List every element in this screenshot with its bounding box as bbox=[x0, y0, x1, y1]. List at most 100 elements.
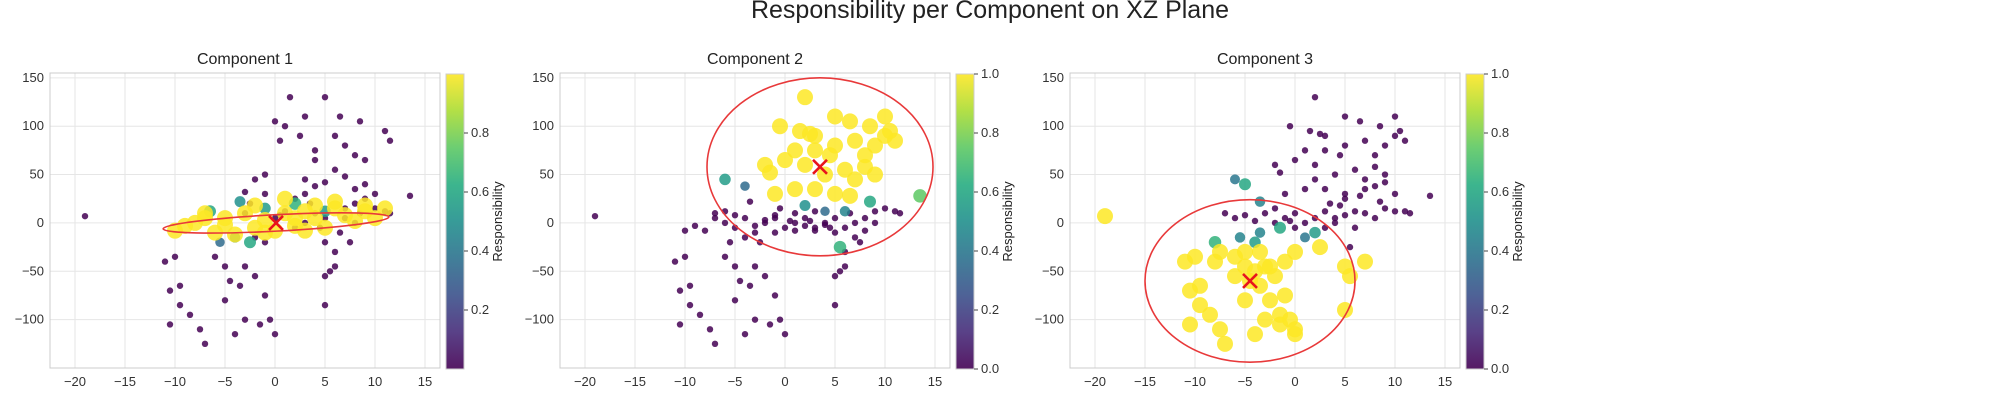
x-tick-label: −5 bbox=[1238, 374, 1253, 389]
data-point-low bbox=[1321, 185, 1329, 193]
data-point-low bbox=[1241, 211, 1249, 219]
colorbar-tick-label: 0.8 bbox=[981, 125, 999, 140]
data-point-low bbox=[1361, 137, 1369, 144]
data-point-low bbox=[211, 253, 219, 260]
data-point-high bbox=[327, 193, 343, 210]
colorbar-tick-label: 0.6 bbox=[1491, 184, 1509, 199]
data-point-high bbox=[827, 185, 843, 202]
colorbar-tick-label: 0.4 bbox=[471, 243, 489, 258]
data-point-low bbox=[861, 214, 869, 222]
chart-title: Component 2 bbox=[707, 51, 803, 68]
data-point-high bbox=[307, 197, 323, 214]
data-point-low bbox=[741, 234, 749, 241]
mean-marker bbox=[268, 214, 284, 231]
data-point-low bbox=[261, 292, 269, 299]
data-point-low bbox=[1371, 163, 1379, 171]
data-point-low bbox=[261, 171, 269, 178]
y-tick-label: 150 bbox=[532, 70, 554, 85]
data-point-low bbox=[356, 118, 364, 125]
data-point-low bbox=[1376, 198, 1384, 205]
data-point-high bbox=[842, 113, 858, 130]
x-tick-label: −5 bbox=[728, 374, 743, 389]
data-point-low bbox=[841, 263, 849, 270]
colorbar-tick-label: 0.8 bbox=[471, 125, 489, 140]
data-point-high bbox=[1277, 253, 1293, 270]
data-point-low bbox=[711, 214, 719, 222]
data-point-low bbox=[271, 118, 279, 125]
x-tick-label: 0 bbox=[781, 374, 788, 389]
colorbar-tick-label: 0.0 bbox=[1491, 361, 1509, 376]
covariance-ellipse bbox=[162, 211, 390, 234]
data-point-mid bbox=[1274, 221, 1286, 234]
mean-marker-stroke bbox=[812, 158, 828, 175]
data-point-high bbox=[857, 147, 873, 164]
data-point-high bbox=[827, 108, 843, 125]
data-point-low bbox=[1401, 208, 1409, 215]
colorbar-tick-label: 1.0 bbox=[981, 66, 999, 81]
data-point-high bbox=[177, 217, 193, 234]
data-point-low bbox=[801, 222, 809, 230]
y-tick-label: −100 bbox=[15, 312, 44, 327]
data-point-low bbox=[311, 147, 319, 154]
data-point-low bbox=[1286, 217, 1294, 225]
data-point-high bbox=[807, 142, 823, 159]
data-point-low bbox=[371, 205, 379, 212]
data-point-low bbox=[686, 282, 694, 289]
data-point-low bbox=[591, 212, 599, 220]
data-point-low bbox=[751, 229, 759, 236]
data-point-high bbox=[767, 185, 783, 202]
x-tick-label: 10 bbox=[1388, 374, 1402, 389]
y-tick-label: 0 bbox=[547, 215, 554, 230]
data-point-mid bbox=[1239, 178, 1251, 191]
data-point-high bbox=[377, 200, 393, 217]
x-tick-label: −10 bbox=[1184, 374, 1206, 389]
data-point-high bbox=[227, 226, 243, 243]
data-point-low bbox=[776, 205, 784, 212]
data-point-low bbox=[1341, 195, 1349, 202]
data-point-high bbox=[1097, 208, 1113, 225]
data-point-low bbox=[681, 253, 689, 260]
x-tick-label: −10 bbox=[164, 374, 186, 389]
data-point-low bbox=[1341, 113, 1349, 120]
data-point-low bbox=[236, 282, 244, 289]
mean-marker-stroke bbox=[268, 214, 284, 231]
data-point-low bbox=[1336, 152, 1344, 159]
y-tick-label: 100 bbox=[22, 118, 44, 133]
data-point-low bbox=[241, 188, 249, 196]
data-point-mid bbox=[913, 189, 927, 203]
data-point-low bbox=[771, 211, 779, 219]
chart-title: Component 1 bbox=[197, 51, 293, 68]
data-point-low bbox=[256, 321, 264, 328]
data-point-high bbox=[1257, 311, 1273, 328]
data-point-low bbox=[1321, 147, 1329, 154]
data-point-low bbox=[1426, 192, 1434, 200]
data-point-low bbox=[836, 268, 844, 275]
data-point-low bbox=[1311, 176, 1319, 183]
colorbar-tick-label: 0.4 bbox=[1491, 243, 1509, 258]
data-point-low bbox=[1396, 127, 1404, 135]
data-point-low bbox=[81, 212, 89, 220]
data-point-high bbox=[1287, 243, 1303, 260]
data-point-low bbox=[1346, 243, 1354, 251]
data-point-low bbox=[1341, 190, 1349, 198]
data-point-low bbox=[171, 253, 179, 260]
data-point-low bbox=[691, 222, 699, 230]
x-tick-label: 10 bbox=[878, 374, 892, 389]
data-point-high bbox=[772, 118, 788, 135]
x-tick-label: −20 bbox=[574, 374, 596, 389]
data-point-low bbox=[176, 282, 184, 289]
data-point-mid bbox=[244, 236, 256, 249]
data-point-low bbox=[706, 326, 714, 333]
mean-marker bbox=[812, 158, 828, 175]
data-point-low bbox=[811, 227, 819, 234]
colorbar-label: Responsibility bbox=[1510, 181, 1525, 262]
data-point-low bbox=[386, 137, 394, 144]
data-point-low bbox=[201, 340, 209, 348]
data-point-low bbox=[1306, 127, 1314, 135]
data-point-mid bbox=[820, 206, 830, 217]
data-point-high bbox=[1217, 335, 1233, 352]
y-tick-label: −50 bbox=[1042, 263, 1064, 278]
data-point-high bbox=[1272, 306, 1288, 323]
data-point-low bbox=[791, 210, 799, 217]
